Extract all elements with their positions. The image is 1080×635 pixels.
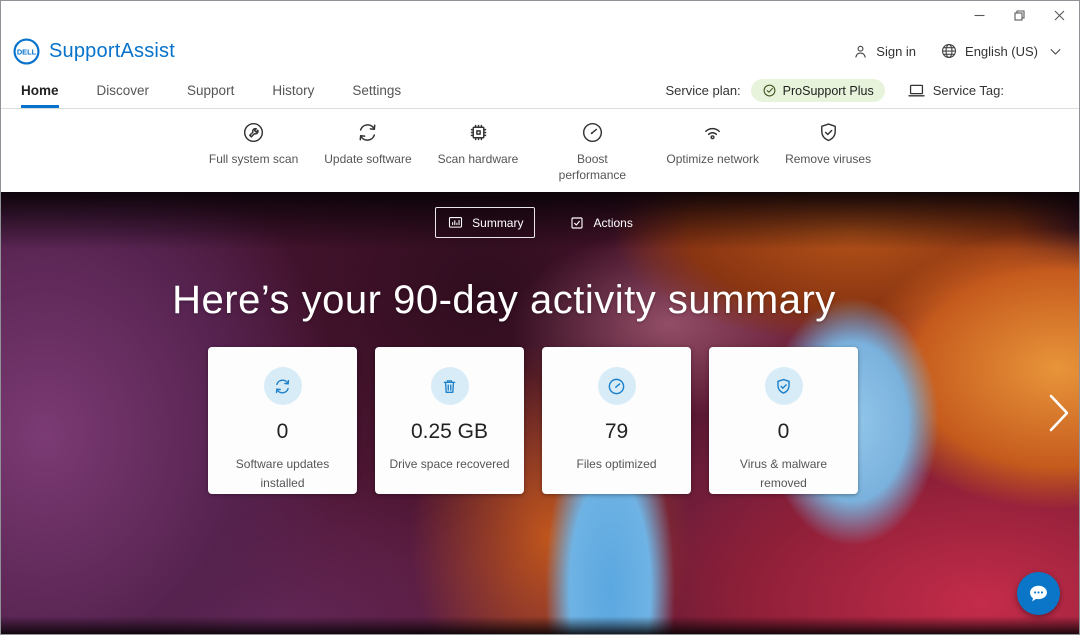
service-tag-label: Service Tag:	[932, 83, 1004, 98]
actions-toggle-label: Actions	[593, 215, 633, 230]
service-plan-area: Service plan: ProSupport Plus Service Ta…	[666, 73, 1004, 108]
nav-tabs: Home Discover Support History Settings	[21, 73, 401, 108]
card-software-updates: 0 Software updates installed	[208, 347, 357, 494]
card-files-optimized: 79 Files optimized	[542, 347, 691, 494]
speedometer-icon	[608, 378, 625, 394]
restore-icon	[1013, 9, 1025, 21]
quick-action-optimize-network[interactable]: Optimize network	[666, 121, 759, 192]
refresh-icon	[275, 378, 290, 394]
card-value: 0	[276, 420, 289, 443]
language-label: English (US)	[965, 43, 1038, 59]
dell-logo-icon: DELL	[13, 38, 40, 64]
window-titlebar	[1, 1, 1079, 29]
laptop-icon	[908, 84, 925, 97]
close-icon	[1054, 10, 1064, 20]
tab-settings[interactable]: Settings	[352, 83, 402, 98]
carousel-next-button[interactable]	[1047, 392, 1071, 439]
activity-summary-heading: Here’s your 90-day activity summary	[172, 278, 836, 322]
card-label: Software updates installed	[235, 457, 330, 490]
globe-icon	[942, 43, 957, 59]
tab-home[interactable]: Home	[21, 73, 59, 108]
card-value: 0.25 GB	[410, 420, 489, 443]
quick-action-update-software[interactable]: Update software	[324, 121, 412, 192]
quick-action-boost-performance[interactable]: Boost performance	[544, 121, 640, 192]
tab-history[interactable]: History	[272, 83, 315, 98]
chevron-right-icon	[1049, 394, 1069, 432]
check-circle-icon	[763, 84, 776, 97]
shield-check-icon	[777, 378, 790, 394]
full-system-scan-icon	[244, 122, 264, 143]
quick-action-scan-hardware[interactable]: Scan hardware	[437, 121, 519, 192]
service-plan-badge: ProSupport Plus	[750, 79, 885, 102]
close-button[interactable]	[1039, 1, 1079, 29]
card-label: Files optimized	[576, 457, 657, 471]
boost-performance-icon	[582, 122, 602, 143]
quick-action-label: Remove viruses	[785, 152, 872, 166]
app-header: DELL SupportAssist Sign in English (US)	[1, 29, 1079, 73]
summary-toggle-label: Summary	[472, 215, 524, 230]
sign-in-label: Sign in	[876, 43, 917, 59]
restore-button[interactable]	[999, 1, 1039, 29]
minimize-button[interactable]	[959, 1, 999, 29]
tab-support[interactable]: Support	[187, 83, 235, 98]
bar-chart-icon	[449, 217, 463, 228]
quick-action-label: Scan hardware	[437, 152, 519, 166]
quick-action-label: Update software	[324, 152, 412, 166]
user-icon	[855, 45, 866, 58]
card-drive-space: 0.25 GB Drive space recovered	[375, 347, 524, 494]
hero-banner: Summary Actions Here’s your 90-day activ…	[1, 192, 1079, 634]
view-toggle: Summary Actions	[1, 192, 1079, 238]
quick-action-remove-viruses[interactable]: Remove viruses	[785, 121, 871, 192]
remove-viruses-icon	[820, 123, 836, 142]
quick-action-label: Full system scan	[208, 152, 299, 166]
tab-discover[interactable]: Discover	[96, 83, 150, 98]
minimize-icon	[974, 14, 984, 16]
card-value: 0	[777, 420, 790, 443]
nav-row: Home Discover Support History Settings S…	[1, 73, 1079, 109]
quick-action-label: Optimize network	[666, 152, 760, 166]
quick-actions-toolbar: Full system scan Update software Scan ha…	[1, 109, 1079, 192]
chevron-down-icon	[1050, 48, 1061, 55]
quick-action-label: Boost performance	[558, 152, 627, 182]
card-label: Virus & malware removed	[739, 457, 828, 490]
service-plan-value: ProSupport Plus	[782, 83, 874, 98]
brand: DELL SupportAssist	[13, 38, 175, 65]
app-title: SupportAssist	[49, 39, 175, 62]
summary-toggle-button[interactable]: Summary	[435, 207, 536, 238]
optimize-network-icon	[705, 127, 721, 140]
language-selector[interactable]: English (US)	[940, 42, 1063, 60]
service-tag: Service Tag:	[907, 81, 1004, 100]
sign-in-button[interactable]: Sign in	[852, 43, 916, 60]
chat-button[interactable]	[1017, 572, 1060, 615]
update-software-icon	[359, 124, 376, 141]
chat-bubble-icon	[1030, 585, 1047, 602]
checkbox-icon	[571, 216, 584, 229]
quick-action-full-system-scan[interactable]: Full system scan	[209, 121, 298, 192]
actions-toggle-button[interactable]: Actions	[557, 208, 644, 238]
service-plan-label: Service plan:	[665, 83, 741, 98]
scan-hardware-icon	[470, 124, 486, 141]
summary-cards: 0 Software updates installed 0.25 GB Dri…	[1, 347, 1072, 494]
card-value: 79	[604, 420, 629, 443]
card-virus-removed: 0 Virus & malware removed	[709, 347, 858, 494]
card-label: Drive space recovered	[389, 457, 510, 471]
trash-icon	[443, 379, 456, 393]
svg-text:DELL: DELL	[17, 47, 37, 56]
